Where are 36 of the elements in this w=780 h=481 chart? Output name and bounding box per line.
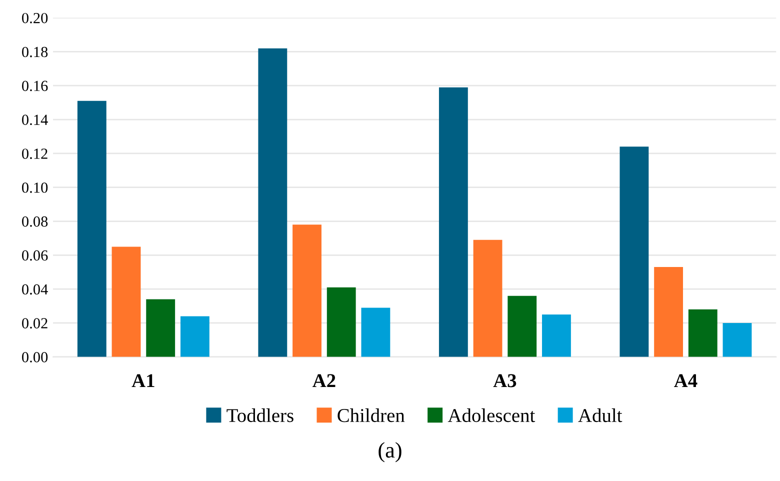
legend-label: Children [338, 408, 405, 422]
legend-label: Adolescent [448, 408, 536, 422]
bar [361, 308, 390, 357]
bar [146, 299, 176, 357]
y-tick-label: 0.10 [22, 182, 48, 193]
x-tick-label: A3 [493, 374, 516, 388]
y-tick-label: 0.00 [22, 352, 48, 362]
bar [688, 309, 718, 357]
bar [722, 322, 752, 357]
bar [326, 287, 356, 357]
y-tick-label: 0.02 [22, 318, 48, 329]
bar [620, 146, 649, 357]
bar [542, 314, 571, 357]
legend-label: Adult [578, 408, 622, 422]
bar [654, 267, 684, 357]
legend-label: Toddlers [226, 408, 294, 422]
bar [473, 240, 502, 357]
x-tick-label: A4 [674, 374, 698, 388]
y-tick-label: 0.08 [22, 216, 48, 227]
bar [258, 48, 288, 357]
bar [508, 296, 537, 357]
bar [112, 246, 141, 357]
y-tick-label: 0.18 [22, 46, 48, 58]
y-tick-label: 0.12 [22, 148, 48, 159]
y-tick-label: 0.06 [22, 250, 48, 261]
x-tick-label: A2 [312, 374, 336, 388]
bar [77, 100, 106, 357]
bar [180, 316, 210, 357]
bar [292, 224, 322, 357]
y-tick-label: 0.20 [22, 12, 48, 24]
x-tick-label: A1 [132, 374, 154, 388]
bar [438, 87, 468, 357]
y-tick-label: 0.04 [22, 284, 48, 295]
text: (a) [378, 442, 402, 462]
y-tick-label: 0.16 [22, 80, 48, 92]
y-tick-label: 0.14 [22, 114, 48, 126]
